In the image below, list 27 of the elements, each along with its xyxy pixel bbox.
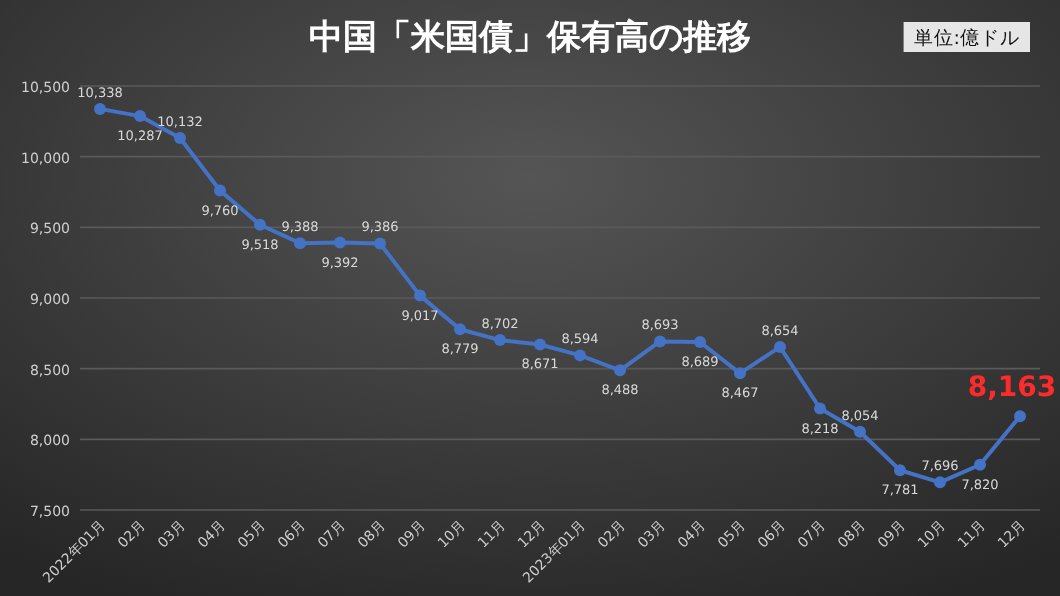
point [774,340,786,353]
point [654,335,666,348]
point [974,458,986,471]
point [894,464,906,477]
point [1014,410,1026,423]
chart-title: 中国「米国債」保有高の推移 [309,18,751,58]
point [214,184,226,197]
point [694,335,706,348]
point [134,110,146,123]
point [854,425,866,438]
point [94,102,106,115]
point [374,237,386,250]
point [614,364,626,377]
data-label: 8,163 [967,372,1057,405]
point [174,132,186,145]
point [534,338,546,351]
point [294,237,306,250]
point [934,476,946,489]
annotation: 単位:億ドル [903,22,1030,52]
point [574,349,586,362]
point [494,334,506,347]
point [454,323,466,336]
point [734,367,746,380]
point [414,289,426,302]
point [254,218,266,231]
point [334,236,346,249]
point [814,402,826,415]
